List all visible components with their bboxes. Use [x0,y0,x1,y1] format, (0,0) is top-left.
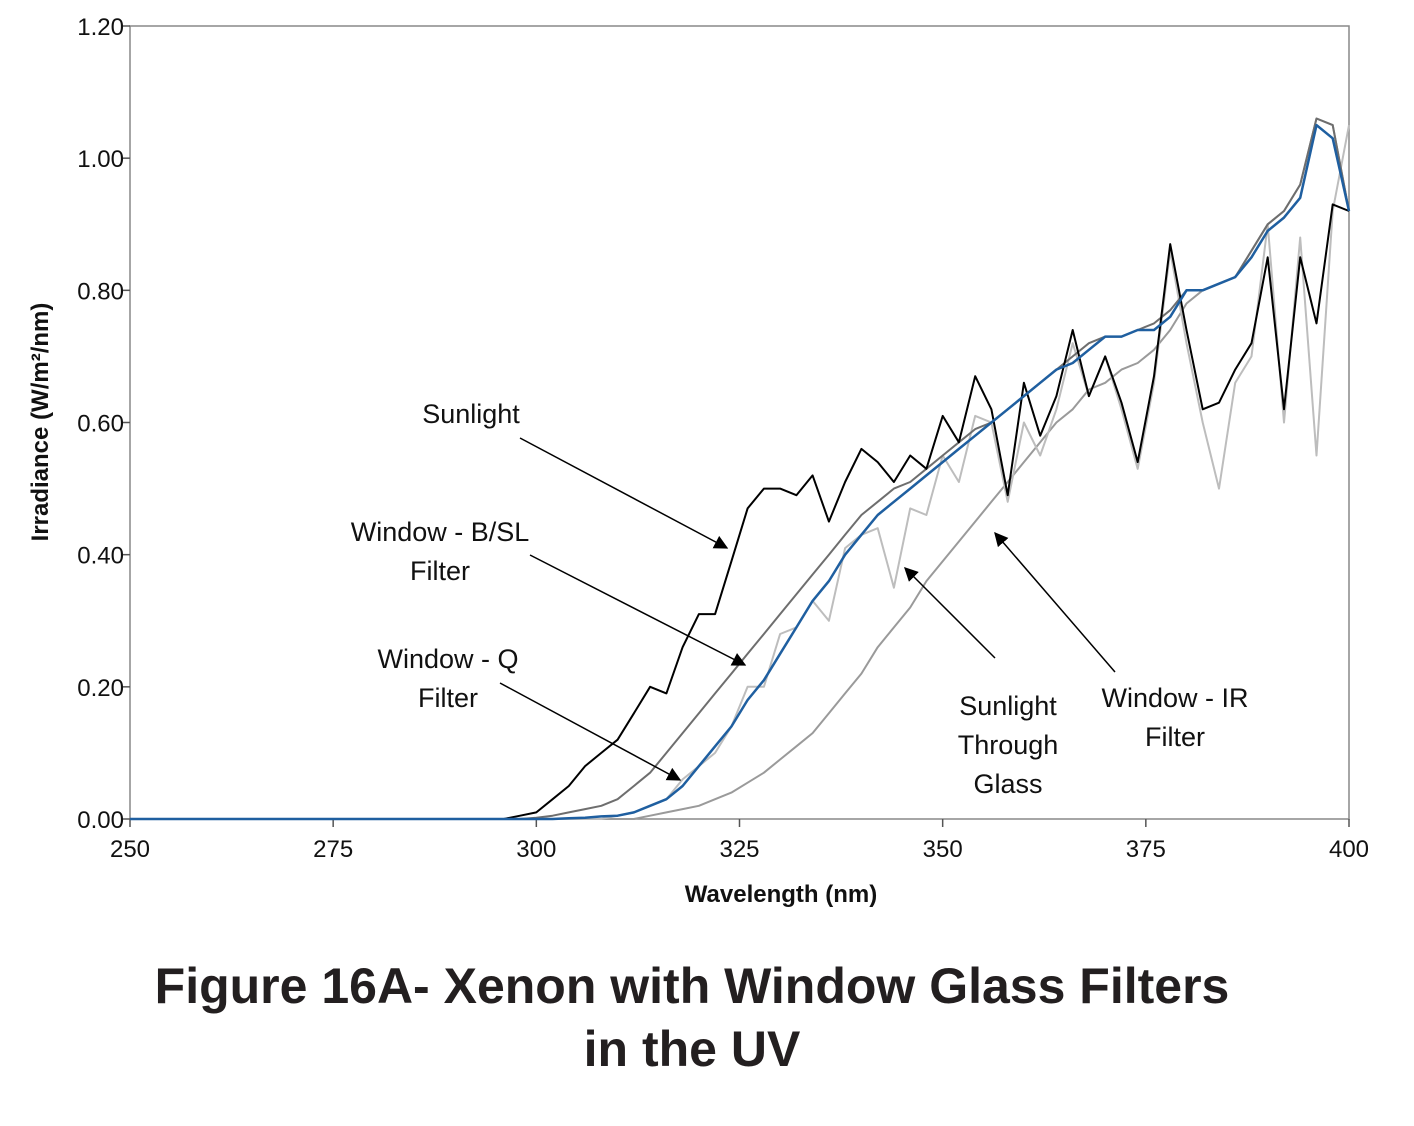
annotation-arrow [499,682,682,781]
annotation: Filter [418,683,478,713]
series-line [130,123,1351,821]
y-tick-label: 1.00 [77,146,124,173]
annotation: Window - IR [1101,683,1248,713]
annotation: Sunlight [422,399,520,429]
x-axis-title: Wavelength (nm) [685,881,877,908]
annotation: Glass [973,769,1042,799]
annotation: Window - B/SL [351,517,530,547]
y-tick-label: 0.20 [77,675,124,702]
y-tick-label: 0.40 [77,543,124,570]
y-tick-label: 0.60 [77,411,124,438]
x-tick-label: 300 [516,836,556,863]
x-tick-label: 400 [1329,836,1369,863]
annotation: Window - Q [377,644,518,674]
figure-title: Figure 16A- Xenon with Window Glass Filt… [155,958,1230,1014]
y-tick-label: 1.20 [77,14,124,41]
x-tick-label: 250 [110,836,150,863]
figure-title: in the UV [584,1021,801,1077]
annotation-arrow [904,567,996,659]
x-tick-label: 325 [719,836,759,863]
x-tick-label: 350 [923,836,963,863]
annotation-arrow [519,437,729,549]
annotation: Sunlight [959,691,1057,721]
series-line [130,203,1350,820]
y-tick-label: 0.80 [77,278,124,305]
annotation: Through [958,730,1059,760]
annotation: Filter [1145,722,1205,752]
annotation-arrow [994,531,1116,673]
annotation-arrow [529,554,747,666]
y-axis-title: Irradiance (W/m²/nm) [27,303,54,542]
annotation: Filter [410,556,470,586]
x-tick-label: 375 [1126,836,1166,863]
x-tick-label: 275 [313,836,353,863]
y-tick-label: 0.00 [77,807,124,834]
